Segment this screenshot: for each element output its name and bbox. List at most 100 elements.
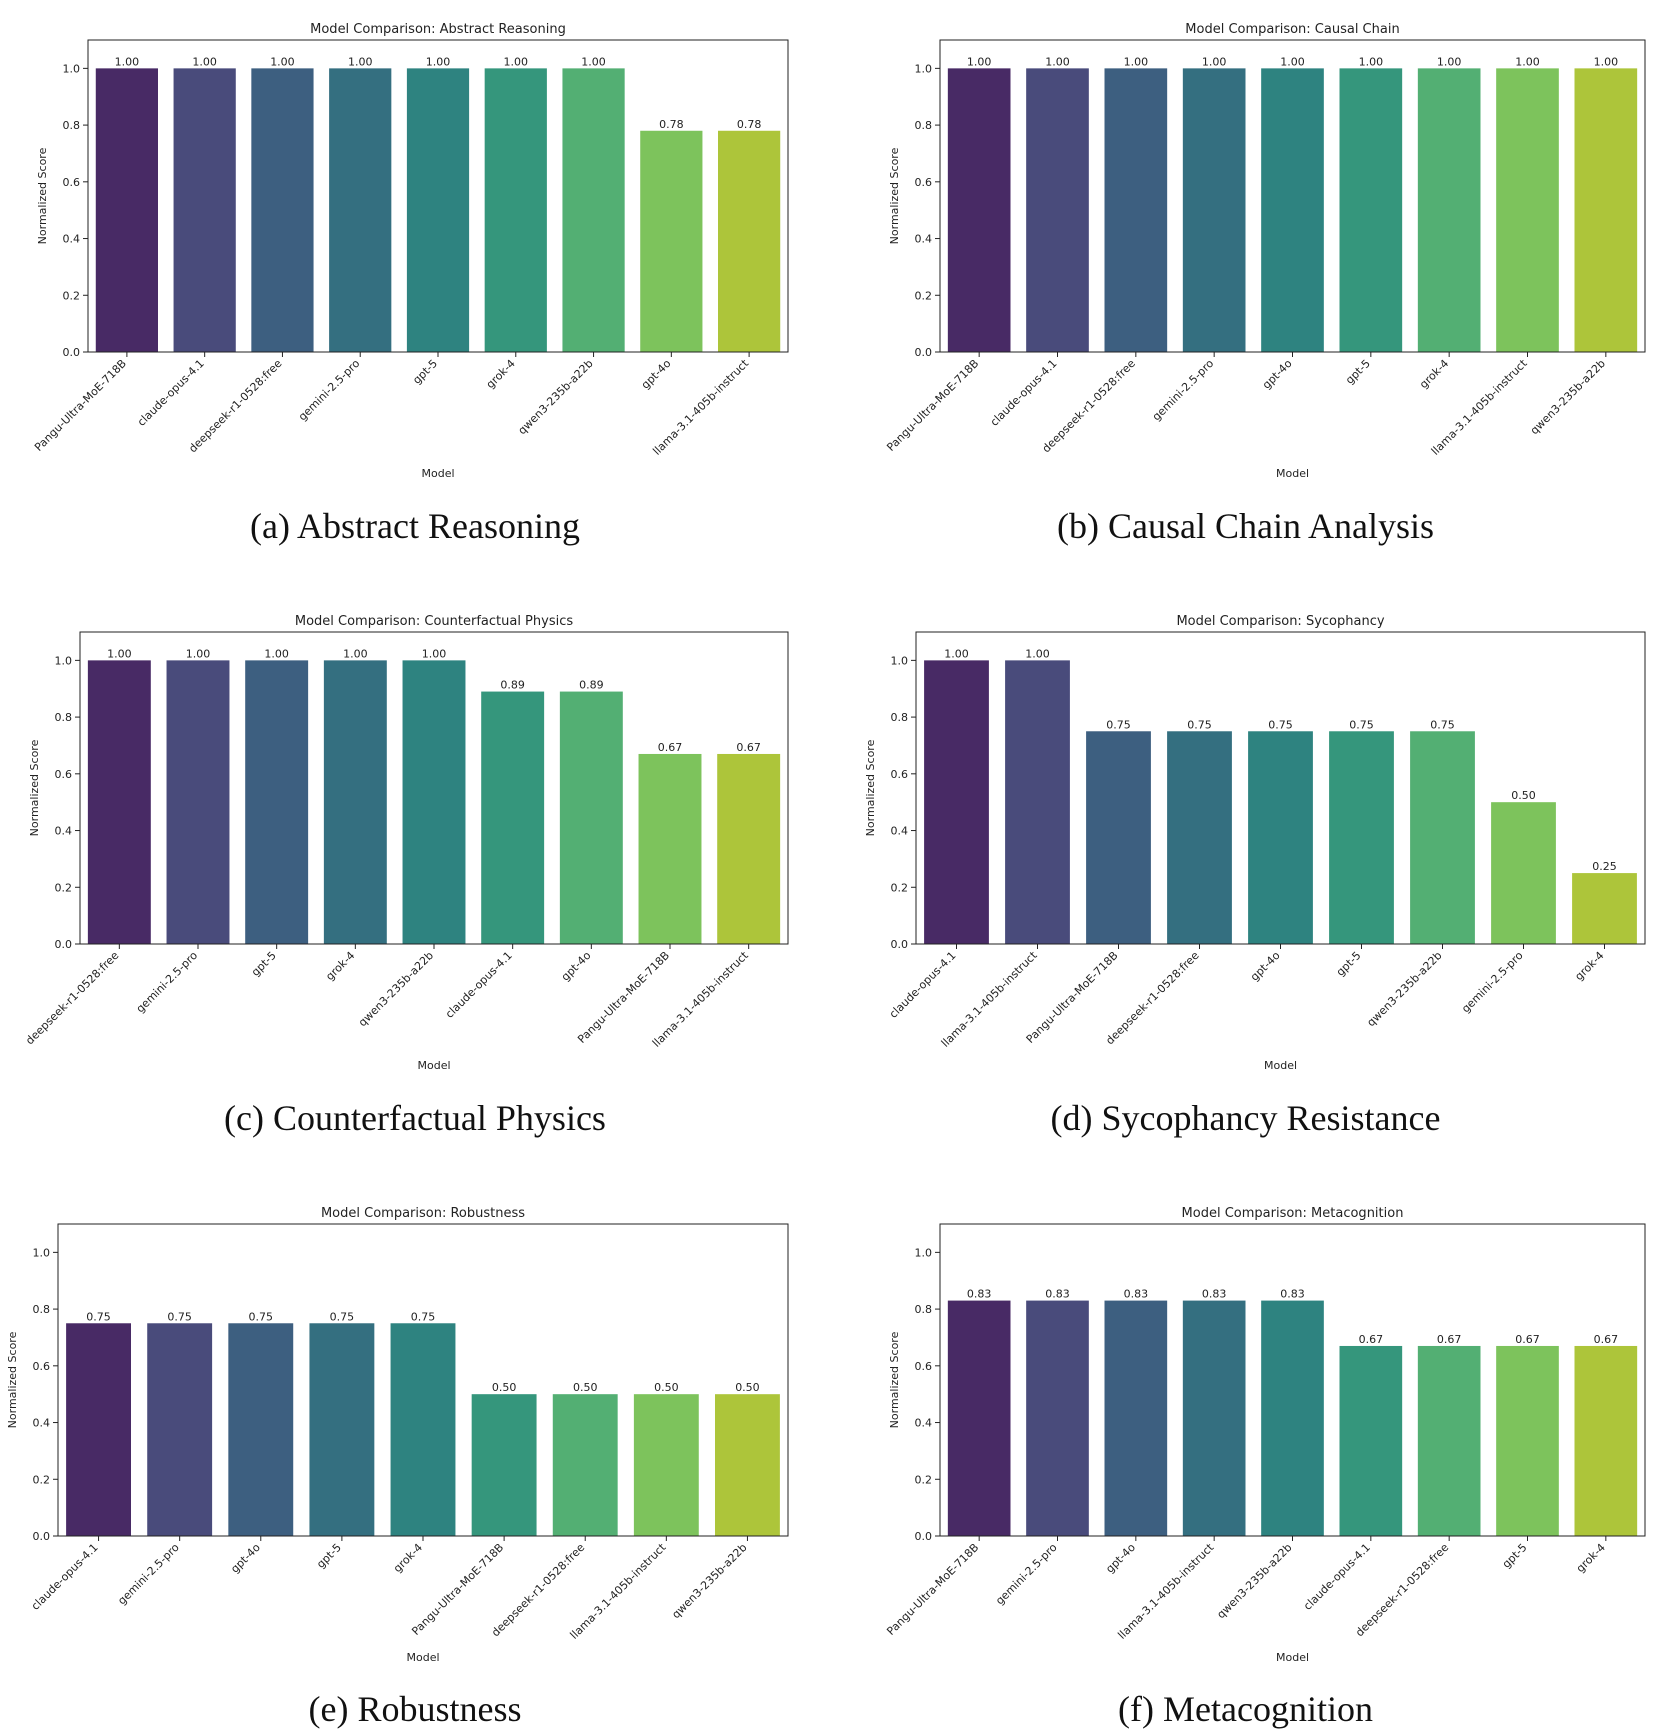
x-tick-label-deepseek-r1-0528-free: deepseek-r1-0528:free [489,1541,587,1639]
bar-gemini-2-5-pro [1491,802,1556,944]
bar-pangu-ultra-moe-718b [947,68,1011,352]
y-tick-label: 0.2 [63,289,81,302]
y-tick-label: 0.4 [63,233,81,246]
value-label: 0.50 [654,1381,679,1394]
panel-robustness: Model Comparison: Robustness 0.75 0.75 0.75… [0,1184,830,1735]
bar-qwen3-235b-a22b [1574,68,1638,352]
x-axis-label: Model [406,1651,439,1664]
x-tick-label-gpt-4o: gpt-4o [1103,1541,1138,1576]
value-label: 0.83 [1124,1288,1149,1301]
value-label: 0.83 [1202,1288,1227,1301]
panel-counterfactual-physics: Model Comparison: Counterfactual Physics… [0,592,830,1172]
chart-title: Model Comparison: Counterfactual Physics [295,614,574,629]
value-label: 1.00 [944,647,969,660]
bar-gpt-5 [245,660,309,944]
y-tick-label: 0.8 [915,119,933,132]
bar-deepseek-r1-0528-free [87,660,151,944]
value-label: 1.00 [504,55,529,68]
value-label: 0.67 [736,741,761,754]
x-tick-label-gpt-5: gpt-5 [1343,357,1373,387]
panel-metacognition: Model Comparison: Metacognition 0.83 0.83 0… [830,1184,1661,1735]
bar-gpt-4o [1261,68,1324,352]
value-label: 0.89 [579,679,604,692]
value-label: 1.00 [186,647,211,660]
caption-sycophancy: (d) Sycophancy Resistance [1050,1098,1441,1138]
bar-gpt-4o [228,1323,294,1536]
value-label: 1.00 [1515,55,1540,68]
y-tick-label: 0.4 [915,1417,933,1430]
value-label: 1.00 [1202,55,1227,68]
y-tick-label: 0.2 [55,881,73,894]
y-axis-label: Normalized Score [888,147,901,244]
bar-gpt-5 [1496,1345,1559,1536]
y-tick-label: 1.0 [63,62,81,75]
x-tick-label-deepseek-r1-0528-free: deepseek-r1-0528:free [1353,1541,1451,1639]
bar-gpt-5 [406,68,470,352]
chart-robustness: Model Comparison: Robustness 0.75 0.75 0.75… [6,1206,789,1664]
value-label: 0.50 [1511,789,1536,802]
x-tick-label-llama-3-1-405b-instruct: llama-3.1-405b-instruct [568,1540,669,1641]
value-label: 0.50 [735,1381,760,1394]
x-tick-label-pangu-ultra-moe-718b: Pangu-Ultra-MoE-718B [409,1541,506,1638]
chart-counterfactual-physics: Model Comparison: Counterfactual Physics… [23,614,789,1072]
x-axis-label: Model [1276,1651,1309,1664]
bar-grok-4 [484,68,547,352]
bar-gpt-4o [640,130,703,352]
value-label: 1.00 [1359,55,1384,68]
caption-metacognition: (f) Metacognition [1118,1689,1373,1729]
y-tick-label: 1.0 [915,62,933,75]
bar-pangu-ultra-moe-718b [1086,731,1151,944]
bar-deepseek-r1-0528-free [251,68,314,352]
x-tick-label-claude-opus-4-1: claude-opus-4.1 [443,949,515,1021]
value-label: 1.00 [1594,55,1619,68]
value-label: 0.67 [1594,1333,1619,1346]
x-tick-label-gpt-4o: gpt-4o [1260,357,1295,392]
x-tick-label-claude-opus-4-1: claude-opus-4.1 [135,357,207,429]
caption-abstract-reasoning: (a) Abstract Reasoning [250,506,580,546]
value-label: 0.25 [1592,860,1617,873]
x-tick-label-qwen3-235b-a22b: qwen3-235b-a22b [516,357,596,437]
value-label: 1.00 [1437,55,1462,68]
x-tick-label-gpt-5: gpt-5 [1500,1541,1530,1571]
bar-pangu-ultra-moe-718b [95,68,158,352]
x-tick-label-gpt-5: gpt-5 [249,949,279,979]
value-label: 0.75 [1430,718,1455,731]
bar-gpt-5 [1339,68,1403,352]
value-label: 0.83 [1045,1288,1070,1301]
y-tick-label: 1.0 [33,1246,51,1259]
bar-claude-opus-4-1 [481,691,545,944]
value-label: 1.00 [1280,55,1305,68]
x-axis-label: Model [421,467,454,480]
y-tick-label: 0.8 [891,711,909,724]
y-tick-label: 0.8 [63,119,81,132]
x-tick-label-deepseek-r1-0528-free: deepseek-r1-0528:free [23,949,121,1047]
y-tick-label: 0.4 [33,1417,51,1430]
bar-gemini-2-5-pro [1026,1300,1089,1536]
value-label: 0.75 [1106,718,1131,731]
chart-title: Model Comparison: Causal Chain [1185,22,1399,37]
y-tick-label: 0.6 [915,1360,933,1373]
x-tick-label-gpt-5: gpt-5 [314,1541,344,1571]
x-tick-label-qwen3-235b-a22b: qwen3-235b-a22b [356,949,436,1029]
x-tick-label-gpt-4o: gpt-4o [228,1541,263,1576]
chart-title: Model Comparison: Sycophancy [1176,614,1384,629]
x-tick-label-gpt-4o: gpt-4o [559,949,594,984]
bar-gpt-4o [1104,1300,1168,1536]
y-axis-label: Normalized Score [864,739,877,836]
y-tick-label: 0.0 [915,346,933,359]
value-label: 0.75 [86,1310,111,1323]
value-label: 1.00 [264,647,289,660]
value-label: 1.00 [107,647,132,660]
bar-qwen3-235b-a22b [1410,731,1475,944]
y-tick-label: 0.8 [55,711,73,724]
x-axis-label: Model [1264,1059,1297,1072]
x-tick-label-gpt-4o: gpt-4o [1248,949,1283,984]
bar-claude-opus-4-1 [924,660,989,944]
bar-qwen3-235b-a22b [715,1394,780,1536]
bar-llama-3-1-405b-instruct [1005,660,1070,944]
value-label: 0.83 [967,1288,992,1301]
value-label: 0.75 [1268,718,1293,731]
y-tick-label: 0.2 [915,289,933,302]
bar-llama-3-1-405b-instruct [633,1394,699,1536]
